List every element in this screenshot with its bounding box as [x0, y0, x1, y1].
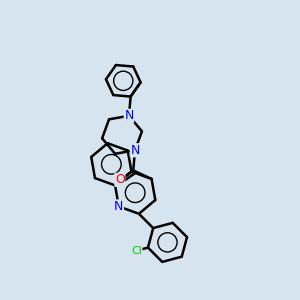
Text: N: N: [130, 144, 140, 157]
Text: N: N: [114, 200, 124, 213]
Text: Cl: Cl: [131, 246, 142, 256]
Text: O: O: [115, 173, 125, 186]
Text: N: N: [124, 109, 134, 122]
